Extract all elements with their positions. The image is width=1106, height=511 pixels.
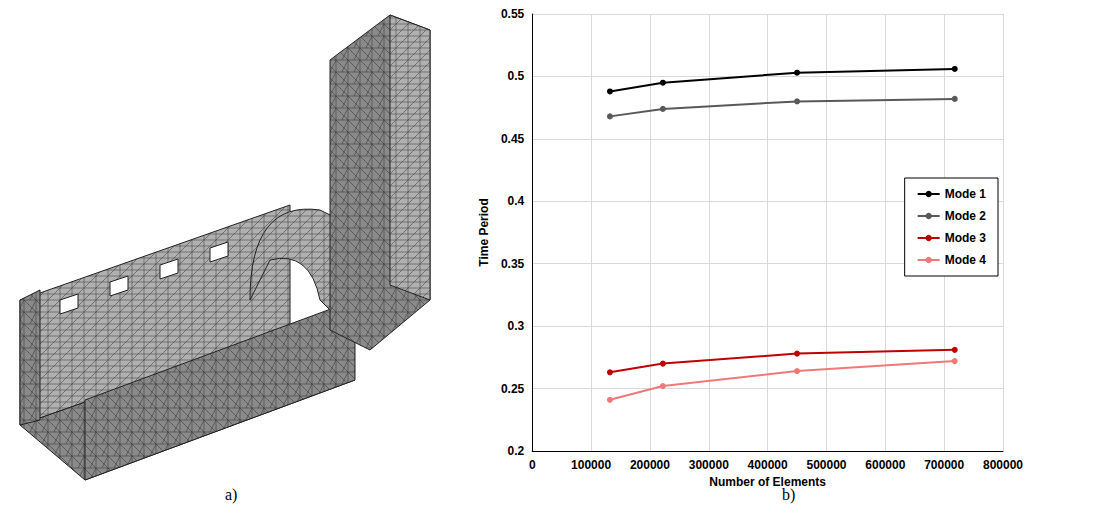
html-text:a): a) — [225, 486, 238, 503]
svg-text:0.55: 0.55 — [501, 7, 525, 21]
svg-text:0.5: 0.5 — [508, 69, 525, 83]
svg-text:0.35: 0.35 — [501, 257, 525, 271]
svg-text:Mode 3: Mode 3 — [945, 231, 987, 245]
svg-text:0: 0 — [529, 458, 536, 472]
svg-text:Mode 1: Mode 1 — [945, 187, 987, 201]
svg-text:Time Period: Time Period — [477, 198, 491, 266]
svg-text:300000: 300000 — [689, 458, 729, 472]
svg-text:400000: 400000 — [748, 458, 788, 472]
svg-text:100000: 100000 — [571, 458, 611, 472]
svg-text:Number of Elements: Number of Elements — [709, 475, 826, 489]
svg-text:0.45: 0.45 — [501, 132, 525, 146]
svg-text:500000: 500000 — [806, 458, 846, 472]
svg-text:0.4: 0.4 — [508, 194, 525, 208]
svg-text:800000: 800000 — [983, 458, 1023, 472]
svg-text:0.3: 0.3 — [508, 319, 525, 333]
svg-text:700000: 700000 — [924, 458, 964, 472]
html-text:b): b) — [782, 486, 796, 503]
svg-text:200000: 200000 — [630, 458, 670, 472]
svg-text:0.2: 0.2 — [508, 444, 525, 458]
svg-text:Mode 2: Mode 2 — [945, 209, 987, 223]
svg-text:0.25: 0.25 — [501, 382, 525, 396]
svg-text:600000: 600000 — [865, 458, 905, 472]
svg-text:Mode 4: Mode 4 — [945, 253, 987, 267]
